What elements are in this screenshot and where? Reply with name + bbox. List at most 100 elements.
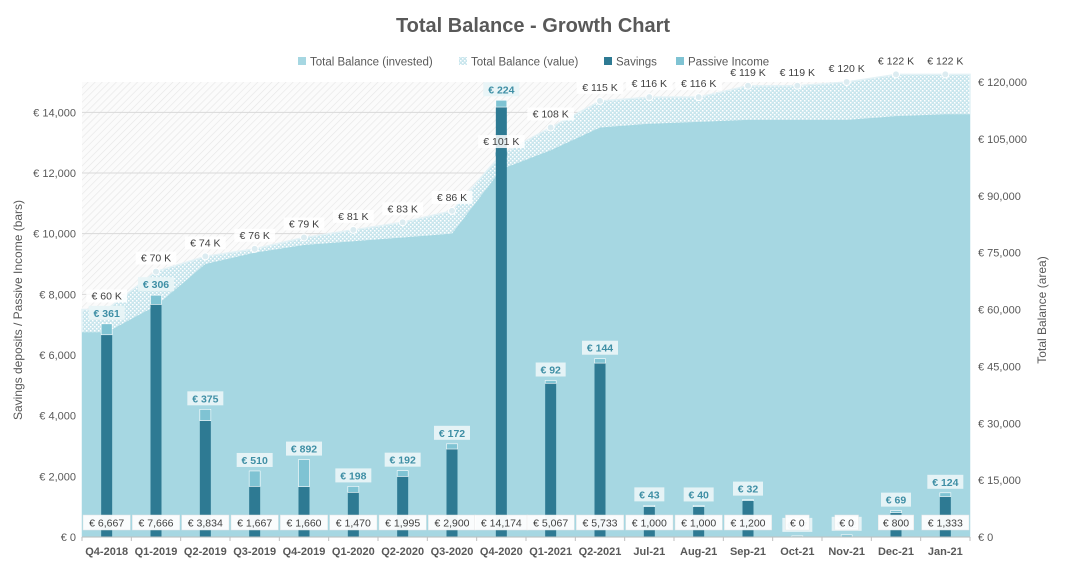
balance-label: € 122 K [927,55,963,67]
savings-label-bg [921,514,970,531]
balance-label-bg [234,228,276,242]
savings-label-bg [181,514,230,531]
x-tick-label: Q2-2020 [381,546,424,558]
legend-swatch [676,57,684,65]
balance-label-bg [576,80,624,94]
balance-label-bg [527,107,574,121]
balance-marker [546,123,555,132]
passive-income-label: € 32 [738,484,759,496]
passive-income-label: € 510 [242,455,268,467]
savings-bar [397,476,409,537]
savings-label-bg [625,514,674,531]
balance-label-bg [332,209,374,223]
passive-income-label-bg [634,487,665,502]
x-tick-label: Q4-2019 [283,546,326,558]
x-tick-label: Jan-21 [928,546,963,558]
areas [81,73,971,538]
x-tick-label: Q3-2020 [431,546,474,558]
passive-income-bar [495,99,508,108]
y-right-tick-label: € 15,000 [978,475,1021,487]
balance-label-bg [675,77,722,91]
balance-labels: € 60 K € 70 K € 74 K € 76 K € 79 K € 81 K € 83… [86,54,969,303]
passive-income-label: € 43 [639,489,660,501]
legend-swatch [459,57,467,65]
y-left-tick-label: € 2,000 [39,471,76,483]
savings-label-bg [378,514,427,531]
savings-bar [298,486,310,537]
balance-label: € 70 K [141,253,171,265]
x-tick-label: Q2-2019 [184,546,227,558]
savings-label: € 3,834 [188,518,223,530]
y-left-tick-label: € 14,000 [33,107,76,119]
axes: Q4-2018 Q1-2019 Q2-2019 Q3-2019 Q4-2019 Q1-20… [33,77,1027,558]
passive-income-label-bg [88,305,125,320]
balance-marker [892,70,900,79]
passive-income-label-bg [236,452,273,467]
passive-income-label: € 375 [192,393,218,405]
balance-marker [201,252,210,261]
balance-label-bg [86,289,128,303]
y-left-tick-label: € 10,000 [33,229,76,241]
balance-label: € 116 K [681,78,716,90]
savings-label-bg [230,514,279,531]
y-left-tick-label: € 8,000 [39,289,76,301]
savings-label: € 1,667 [237,518,272,530]
balance-label-bg [283,217,325,231]
savings-label-bg [82,514,131,531]
savings-label-bg [674,514,723,531]
balance-label: € 119 K [730,67,765,79]
balance-label: € 108 K [533,109,569,121]
balance-label-bg [774,65,821,79]
passive-income-label-bg [384,452,421,467]
balance-label: € 115 K [582,82,617,94]
y-right-tick-label: € 45,000 [978,361,1021,373]
savings-bar [495,107,507,538]
balance-label-bg [135,251,177,265]
savings-label: € 1,470 [336,518,371,530]
passive-income-label: € 361 [94,308,120,320]
passive-income-bar [594,358,606,364]
x-tick-label: Aug-21 [680,546,717,558]
passive-income-bar [939,492,952,497]
balance-marker [152,267,160,276]
passive-income-label-bg [535,362,566,377]
balance-marker [448,206,456,215]
legend-label: Savings [616,57,657,69]
y-right-tick-label: € 75,000 [978,248,1021,260]
savings-label-bg [834,514,859,531]
savings-label: € 1,995 [385,518,420,530]
savings-label: € 1,000 [681,518,716,530]
passive-income-bar [298,459,310,487]
balance-label: € 74 K [190,237,220,249]
passive-income-label: € 40 [688,489,709,501]
y-right-tick-label: € 30,000 [978,418,1021,430]
x-tick-label: Q2-2021 [579,546,622,558]
y-right-axis-title: Total Balance (area) [1035,256,1049,363]
y-left-tick-label: € 12,000 [33,168,76,180]
balance-label: € 86 K [437,192,467,204]
balance-label: € 120 K [829,63,865,75]
legend-swatch [604,57,612,65]
passive-income-bar [446,443,458,450]
passive-income-label: € 144 [587,343,613,355]
legend-label: Total Balance (invested) [310,57,433,69]
passive-income-label: € 192 [390,455,416,467]
passive-income-bar [396,470,409,477]
y-right-tick-label: € 105,000 [978,134,1027,146]
x-tick-label: Dec-21 [878,546,914,558]
x-tick-label: Sep-21 [730,546,766,558]
savings-label: € 1,660 [286,518,321,530]
balance-label-bg [872,54,920,68]
x-tick-label: Q3-2019 [233,546,276,558]
balance-label: € 79 K [289,218,319,230]
passive-income-label: € 92 [540,365,561,377]
passive-income-label-bg [582,340,618,355]
y-left-tick-label: € 6,000 [39,350,76,362]
passive-income-bar [347,486,360,493]
passive-income-label-bg [138,277,174,292]
passive-income-bar [544,380,557,384]
savings-bar [446,449,458,537]
balance-marker [300,233,308,242]
balance-marker [842,78,851,86]
